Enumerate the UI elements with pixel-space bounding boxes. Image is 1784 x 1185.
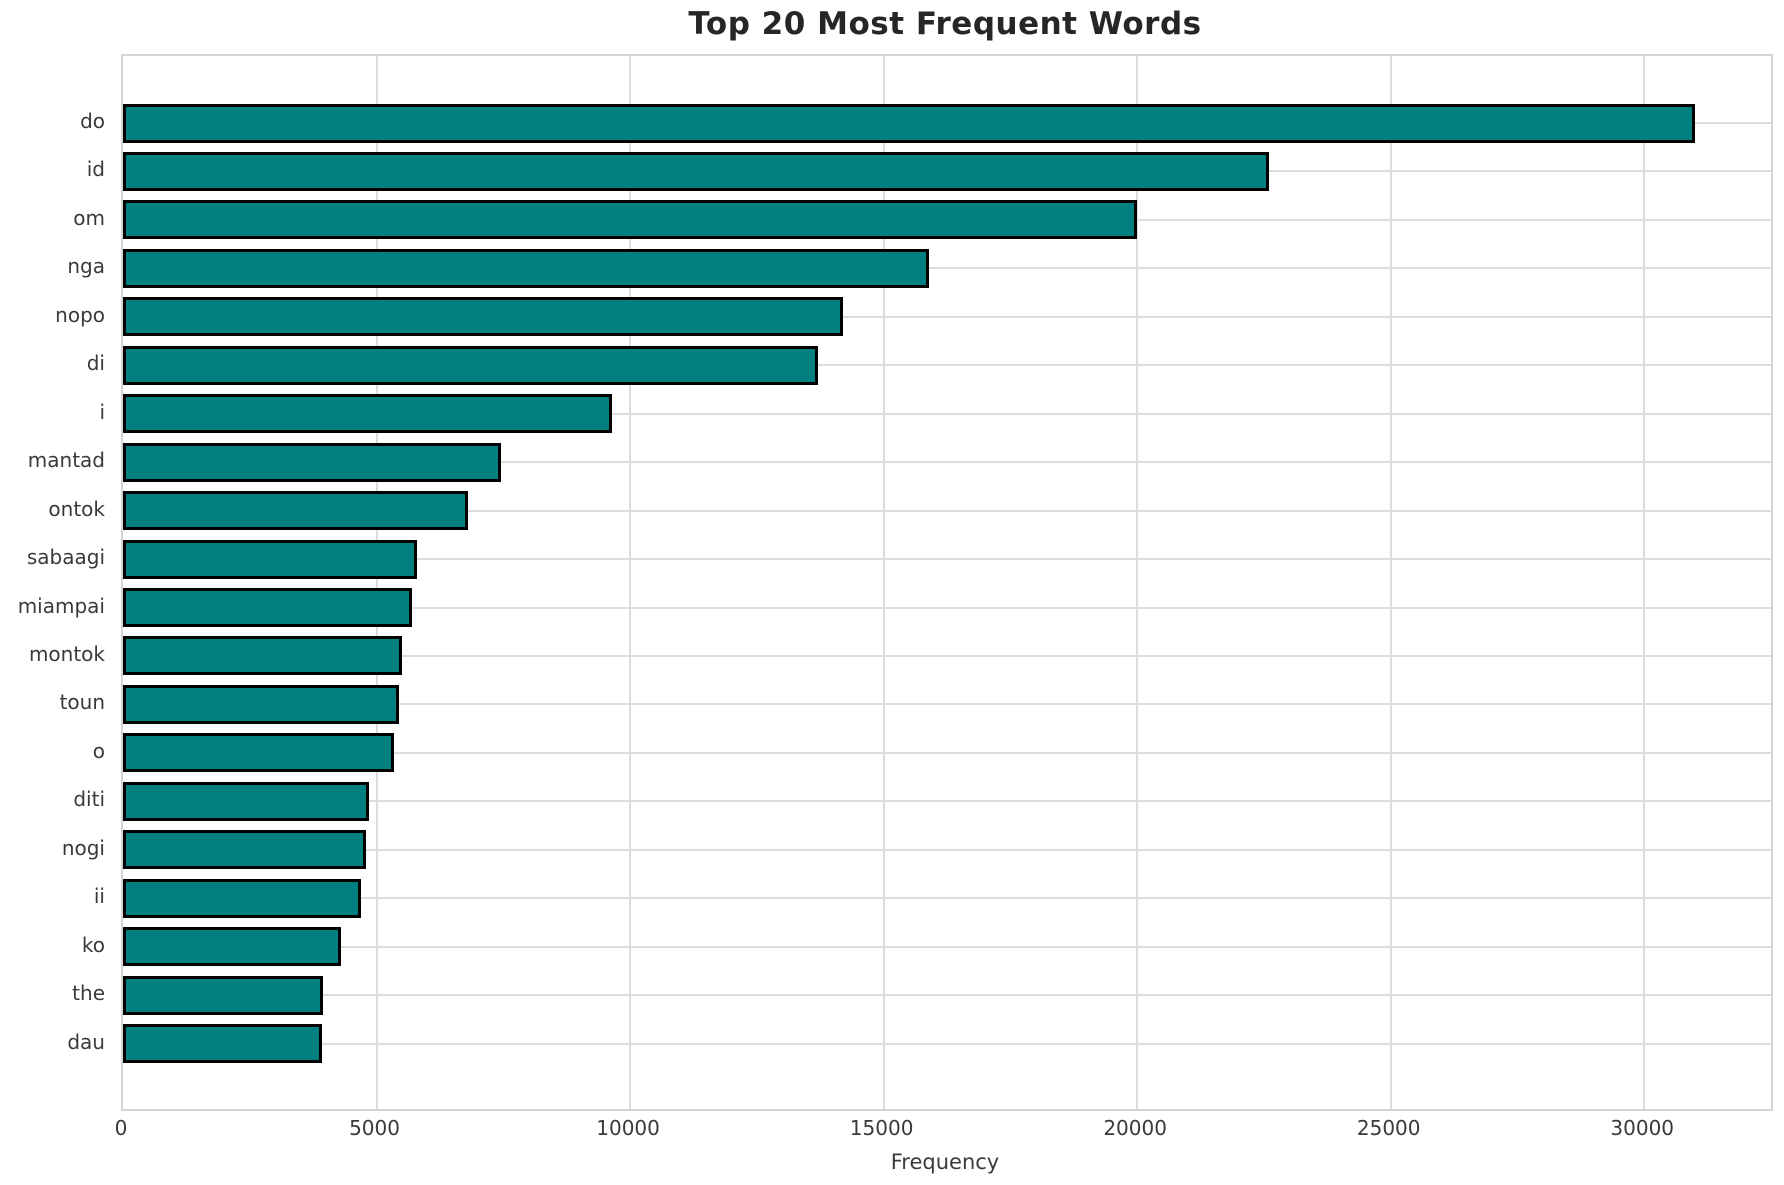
y-tick-label: nogi [61,835,105,860]
y-tick-label: ko [81,932,105,957]
y-gridline [123,267,1771,270]
y-tick-label: do [80,109,105,133]
bar-sabaagi [123,539,418,579]
chart-title: Top 20 Most Frequent Words [688,6,1202,42]
x-gridline [1643,56,1646,1109]
bar-mantad [123,442,501,482]
bar-nga [123,248,930,288]
bar-miampai [123,588,413,627]
y-gridline [123,800,1771,803]
x-tick-label: 15000 [849,1116,914,1140]
y-tick-label: diti [73,787,105,812]
bar-dau [123,1024,323,1064]
y-tick-label: ontok [48,496,105,521]
y-gridline [123,606,1771,609]
x-tick-label: 0 [114,1116,128,1140]
x-tick-label: 25000 [1356,1116,1421,1140]
y-gridline [123,848,1771,851]
bar-o [123,733,395,773]
y-tick-label: id [86,157,105,182]
bar-ii [123,878,362,918]
y-gridline [123,1042,1771,1045]
y-tick-label: ii [93,884,105,909]
x-gridline [629,56,632,1109]
y-gridline [123,703,1771,706]
y-tick-label: nga [67,254,105,279]
bar-id [123,151,1269,191]
bar-diti [123,781,369,821]
y-gridline [123,412,1771,415]
y-tick-label: toun [59,690,105,715]
x-axis-title: Frequency [890,1150,1000,1174]
x-gridline [375,56,378,1109]
y-gridline [123,897,1771,900]
x-gridline [1136,56,1139,1109]
bar-di [123,345,818,385]
bar-ko [123,927,342,967]
x-tick-label: 10000 [596,1116,660,1140]
y-tick-label: o [92,738,105,763]
bar-montok [123,636,402,676]
y-tick-label: dau [67,1029,105,1054]
y-gridline [123,994,1771,997]
x-gridline [882,56,885,1109]
y-gridline [123,558,1771,561]
y-gridline [123,751,1771,754]
y-tick-label: om [73,205,105,230]
bar-toun [123,684,400,724]
bar-the [123,975,324,1015]
y-tick-label: montok [28,641,105,666]
y-tick-label: sabaagi [26,545,105,570]
y-tick-label: nopo [55,302,105,327]
bar-ontok [123,491,468,531]
x-gridline [1389,56,1392,1109]
bar-om [123,200,1138,240]
plot-area [121,54,1773,1111]
y-gridline [123,461,1771,464]
y-tick-label: di [86,351,105,376]
x-tick-label: 5000 [349,1116,400,1140]
y-gridline [123,509,1771,512]
y-tick-label: the [72,981,105,1006]
y-tick-label: mantad [27,448,105,473]
bar-do [123,103,1695,143]
y-gridline [123,315,1771,318]
x-tick-label: 30000 [1610,1116,1675,1140]
y-gridline [123,364,1771,367]
y-tick-label: i [99,399,105,424]
bar-nogi [123,830,367,870]
y-gridline [123,945,1771,948]
x-tick-label: 20000 [1103,1116,1167,1140]
y-tick-label: miampai [17,593,105,618]
bar-nopo [123,297,844,337]
y-gridline [123,654,1771,657]
bar-i [123,394,613,434]
